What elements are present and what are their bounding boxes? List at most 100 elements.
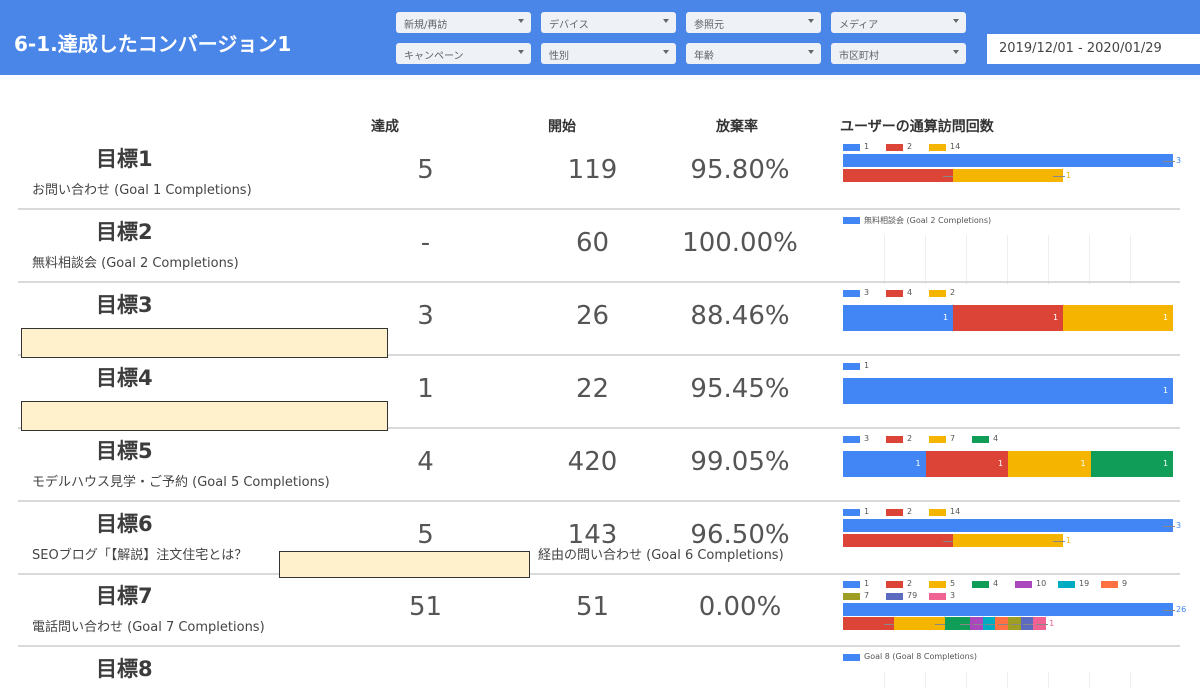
legend-label: 1 <box>864 579 870 588</box>
legend-label: 79 <box>907 591 918 600</box>
filter-city[interactable]: 市区町村 <box>831 43 966 64</box>
bar-value-label: 1 <box>915 459 921 468</box>
row-divider <box>18 354 1180 356</box>
visit-count-chart: 26444311111 <box>843 603 1198 655</box>
chart-gridline <box>1089 672 1090 688</box>
chart-gridline <box>925 672 926 688</box>
started-value: 22 <box>575 374 610 404</box>
chart-gridline <box>1130 672 1131 688</box>
filter-label: デバイス <box>549 20 589 31</box>
filter-gender[interactable]: 性別 <box>541 43 676 64</box>
goal-row: 目標4 1 22 95.45% 1 1 <box>0 355 1200 429</box>
chart-gridline <box>1007 672 1008 688</box>
goal-row: 目標3 3 26 88.46% 3 4 2 1 1 1 <box>0 282 1200 356</box>
chart-bar-segment <box>925 451 1008 477</box>
bar-leader-line <box>883 623 896 625</box>
legend-label: 無料相談会 (Goal 2 Completions) <box>864 216 992 225</box>
legend-label: 3 <box>864 288 870 297</box>
chart-bar-segment <box>944 617 970 630</box>
legend-label: 3 <box>864 434 870 443</box>
date-range-picker[interactable]: 2019/12/01 - 2020/01/29 <box>987 34 1200 64</box>
legend-swatch <box>843 593 860 600</box>
bar-leader-line <box>1023 623 1036 625</box>
chevron-down-icon <box>808 50 814 54</box>
legend-label: 7 <box>950 434 956 443</box>
legend-label: 2 <box>907 434 913 443</box>
chart-gridline <box>884 672 885 688</box>
legend-swatch <box>886 581 903 588</box>
legend-swatch <box>886 290 903 297</box>
filter-medium[interactable]: メディア <box>831 12 966 33</box>
legend-swatch <box>929 581 946 588</box>
chart-gridline <box>966 672 967 688</box>
bar-value-label: 1 <box>998 459 1004 468</box>
bar-leader-line <box>959 623 972 625</box>
legend-swatch <box>929 593 946 600</box>
row-divider <box>18 281 1180 283</box>
chart-gridline <box>1007 235 1008 285</box>
legend-label: 19 <box>1079 579 1090 588</box>
legend-swatch <box>929 290 946 297</box>
legend-swatch <box>1101 581 1118 588</box>
row-divider <box>18 645 1180 647</box>
goal-title: 目標7 <box>96 584 153 608</box>
chart-legend: 1 2 14 <box>843 142 1183 168</box>
legend-label: 14 <box>950 142 961 151</box>
legend-label: 1 <box>864 361 870 370</box>
legend-label: 4 <box>993 579 999 588</box>
redaction-box <box>21 401 388 431</box>
chart-legend: 1 2 5 4 10 19 9 7 79 3 <box>843 579 1183 605</box>
chevron-down-icon <box>663 19 669 23</box>
chevron-down-icon <box>518 50 524 54</box>
legend-swatch <box>929 509 946 516</box>
goal-row: 目標1 お問い合わせ (Goal 1 Completions) 5 119 95.80%… <box>0 136 1200 210</box>
goal-title: 目標4 <box>96 366 153 390</box>
legend-label: 7 <box>864 591 870 600</box>
bar-leader-line <box>972 623 985 625</box>
chart-bar-segment <box>843 603 1173 616</box>
goal-title: 目標5 <box>96 439 153 463</box>
chevron-down-icon <box>808 19 814 23</box>
chart-bar-segment <box>843 154 1173 167</box>
bar-leader-line <box>985 623 998 625</box>
chart-gridline <box>884 235 885 285</box>
abandon-rate-value: 95.45% <box>690 374 790 404</box>
legend-label: 1 <box>864 142 870 151</box>
goal-row: 目標6 SEOブログ「【解説】注文住宅とは？ 5 143 96.50% 経由の問い合わせ … <box>0 501 1200 575</box>
chart-legend: 3 4 2 <box>843 288 1183 314</box>
goal-title: 目標1 <box>96 147 153 171</box>
chart-bar-segment <box>893 617 945 630</box>
chart-legend: 3 2 7 4 <box>843 434 1183 460</box>
filter-label: キャンペーン <box>404 51 464 62</box>
bar-value-label: 1 <box>1163 459 1169 468</box>
filter-label: 新規/再訪 <box>404 20 448 31</box>
chart-bar-segment <box>1063 305 1173 331</box>
abandon-rate-value: 0.00% <box>698 592 782 622</box>
bar-leader-line <box>1053 175 1065 177</box>
achieved-value: 1 <box>417 374 434 404</box>
legend-label: 3 <box>950 591 956 600</box>
visit-count-chart: 311 <box>843 519 1198 571</box>
goal-row: 目標8 Goal 8 (Goal 8 Completions) <box>0 646 1200 688</box>
legend-swatch <box>843 217 860 224</box>
legend-swatch <box>886 144 903 151</box>
bar-value-label: 1 <box>1053 313 1059 322</box>
chart-bar-segment <box>843 378 1173 404</box>
filter-new-returning[interactable]: 新規/再訪 <box>396 12 531 33</box>
legend-swatch <box>843 290 860 297</box>
filter-source[interactable]: 参照元 <box>686 12 821 33</box>
legend-swatch <box>886 509 903 516</box>
legend-swatch <box>843 581 860 588</box>
legend-swatch <box>1015 581 1032 588</box>
started-value: 119 <box>567 155 618 185</box>
filter-age[interactable]: 年齢 <box>686 43 821 64</box>
filter-device[interactable]: デバイス <box>541 12 676 33</box>
visit-count-chart <box>843 227 1198 285</box>
chart-bar-segment <box>953 305 1063 331</box>
chart-legend: Goal 8 (Goal 8 Completions) <box>843 652 1183 678</box>
legend-label: 5 <box>950 579 956 588</box>
filter-campaign[interactable]: キャンペーン <box>396 43 531 64</box>
row-divider <box>18 573 1180 575</box>
achieved-value: 5 <box>417 520 434 550</box>
visit-count-chart: 1 1 1 1 <box>843 446 1198 498</box>
